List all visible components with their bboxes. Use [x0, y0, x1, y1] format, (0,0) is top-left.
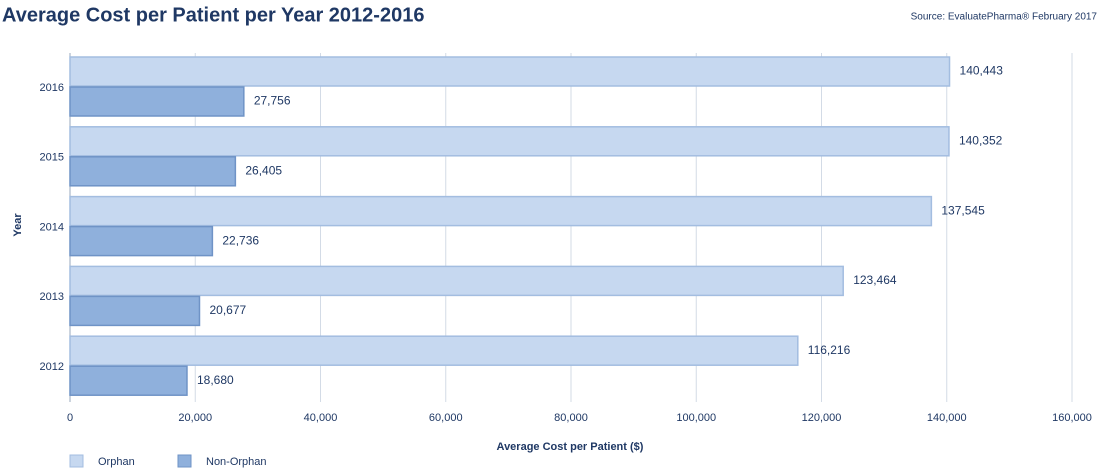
bar	[69, 56, 951, 87]
data-label: 26,405	[245, 163, 282, 177]
data-label: 140,443	[960, 64, 1004, 78]
legend-label: Non-Orphan	[206, 456, 267, 468]
source-note: Source: EvaluatePharma® February 2017	[911, 12, 1098, 23]
data-label: 140,352	[959, 133, 1003, 147]
bar	[69, 195, 933, 227]
data-label: 116,216	[808, 343, 851, 357]
x-tick-label: 60,000	[429, 412, 463, 424]
legend-swatch	[177, 454, 192, 468]
y-tick-label: 2016	[40, 82, 64, 94]
x-tick-label: 100,000	[676, 412, 716, 424]
x-tick-label: 80,000	[554, 412, 588, 424]
bar	[69, 365, 188, 396]
bar	[69, 335, 799, 366]
x-tick-label: 120,000	[802, 412, 842, 424]
data-label: 137,545	[941, 203, 985, 217]
bar	[69, 156, 237, 187]
x-tick-label: 140,000	[927, 412, 967, 424]
bar	[69, 86, 245, 117]
data-label: 123,464	[853, 273, 897, 287]
data-label: 22,736	[222, 233, 259, 247]
legend-label: Orphan	[98, 456, 135, 468]
y-tick-label: 2012	[40, 361, 64, 373]
y-tick-label: 2013	[40, 291, 64, 303]
data-label: 20,677	[209, 303, 246, 317]
bar	[69, 295, 201, 327]
bar	[69, 126, 950, 157]
bar	[69, 225, 214, 257]
y-tick-label: 2015	[40, 152, 64, 164]
x-axis-label: Average Cost per Patient ($)	[497, 441, 644, 453]
x-tick-label: 0	[67, 412, 73, 424]
y-tick-label: 2014	[40, 221, 64, 233]
y-axis-label: Year	[12, 213, 24, 237]
data-label: 18,680	[197, 373, 234, 387]
legend-swatch	[69, 454, 84, 468]
x-tick-label: 160,000	[1052, 412, 1092, 424]
bar	[69, 265, 844, 297]
chart-title: Average Cost per Patient per Year 2012-2…	[2, 4, 424, 26]
x-tick-label: 20,000	[178, 412, 212, 424]
x-tick-label: 40,000	[304, 412, 338, 424]
data-label: 27,756	[254, 94, 291, 108]
